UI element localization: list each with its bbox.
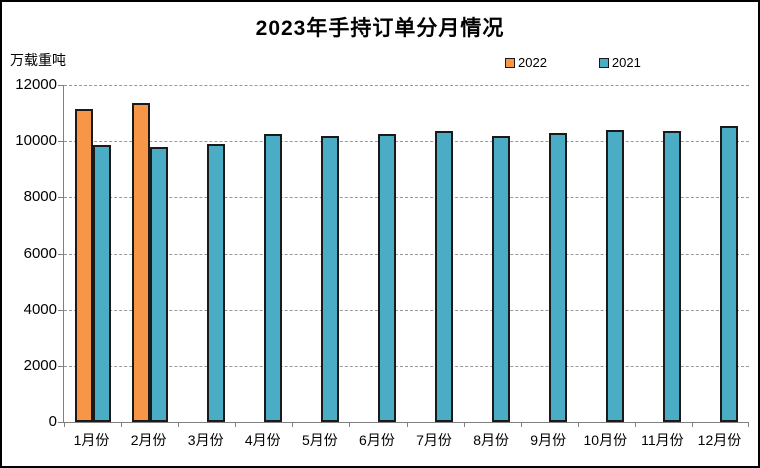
y-tick-mark xyxy=(58,422,64,423)
gridline-2000 xyxy=(64,365,749,367)
x-tick-mark xyxy=(577,423,579,427)
y-tick-label: 2000 xyxy=(23,356,57,374)
bar-2021-3月份 xyxy=(206,143,225,422)
x-tick-label: 2月份 xyxy=(130,432,167,448)
y-tick-mark xyxy=(58,141,64,143)
y-tick-label: 6000 xyxy=(23,244,57,262)
x-tick-label: 10月份 xyxy=(583,432,628,448)
x-tick-mark xyxy=(691,423,693,427)
x-tick-label: 12月份 xyxy=(697,432,742,448)
y-axis-unit-label: 万载重吨 xyxy=(10,52,66,68)
bar-2021-2月份 xyxy=(149,146,168,422)
x-tick-label: 6月份 xyxy=(359,432,395,448)
x-tick-mark xyxy=(748,423,749,427)
legend-item-2022: 2022 xyxy=(505,55,547,70)
bar-2022-2月份 xyxy=(131,103,150,422)
y-tick-label: 12000 xyxy=(15,76,57,93)
bar-2021-12月份 xyxy=(720,125,739,422)
x-tick-mark xyxy=(520,423,522,427)
x-tick-label: 1月份 xyxy=(73,432,110,448)
bar-2021-6月份 xyxy=(377,134,396,422)
x-axis-tick-labels: 1月份 2月份 3月份 4月份 5月份 6月份 7月份 8月份 9月份 10月份 11月份 12月份 xyxy=(63,430,749,450)
legend-label-2021: 2021 xyxy=(611,55,641,70)
gridline-8000 xyxy=(64,197,749,199)
bar-2021-1月份 xyxy=(92,145,111,422)
gridline-10000 xyxy=(64,141,749,143)
bar-2021-9月份 xyxy=(549,132,568,422)
gridline-4000 xyxy=(64,309,749,311)
bar-2021-7月份 xyxy=(435,131,454,422)
y-tick-label: 4000 xyxy=(23,300,57,318)
y-tick-mark xyxy=(58,309,64,311)
x-tick-mark xyxy=(292,423,294,427)
y-tick-mark xyxy=(58,85,64,86)
bar-2021-11月份 xyxy=(663,131,682,422)
bar-2021-4月份 xyxy=(263,134,282,422)
gridline-12000 xyxy=(64,85,749,86)
y-tick-mark xyxy=(58,197,64,199)
legend-swatch-2022-icon xyxy=(505,57,515,68)
x-tick-label: 7月份 xyxy=(416,432,452,448)
x-tick-mark xyxy=(406,423,408,427)
x-tick-label: 5月份 xyxy=(301,432,338,448)
x-tick-label: 8月份 xyxy=(473,432,510,448)
y-tick-mark xyxy=(58,365,64,367)
x-tick-mark xyxy=(349,423,351,427)
bar-2021-8月份 xyxy=(492,135,511,422)
y-tick-mark xyxy=(58,253,64,255)
bar-2022-1月份 xyxy=(74,108,93,422)
x-tick-mark xyxy=(634,423,636,427)
gridline-6000 xyxy=(64,253,749,255)
legend-swatch-2021-icon xyxy=(598,57,609,68)
x-tick-mark xyxy=(64,423,65,427)
x-tick-mark xyxy=(235,423,237,427)
y-axis-tick-labels: 0 2000 4000 6000 8000 10000 12000 xyxy=(2,2,57,466)
y-tick-label: 0 xyxy=(48,413,57,430)
x-tick-label: 9月份 xyxy=(530,432,567,448)
legend-label-2022: 2022 xyxy=(518,55,547,70)
y-tick-label: 10000 xyxy=(15,132,57,150)
x-tick-label: 3月份 xyxy=(187,432,224,448)
x-tick-label: 11月份 xyxy=(641,432,684,448)
y-tick-label: 8000 xyxy=(23,188,57,206)
x-tick-mark xyxy=(463,423,465,427)
plot-area xyxy=(58,85,749,427)
x-tick-mark xyxy=(121,423,123,427)
legend: 2022 2021 xyxy=(505,55,641,70)
bar-2021-10月份 xyxy=(606,129,625,422)
legend-item-2021: 2021 xyxy=(598,55,641,70)
x-tick-mark xyxy=(178,423,180,427)
x-tick-label: 4月份 xyxy=(244,432,281,448)
bar-2021-5月份 xyxy=(320,135,339,422)
chart-title: 2023年手持订单分月情况 xyxy=(255,17,505,40)
